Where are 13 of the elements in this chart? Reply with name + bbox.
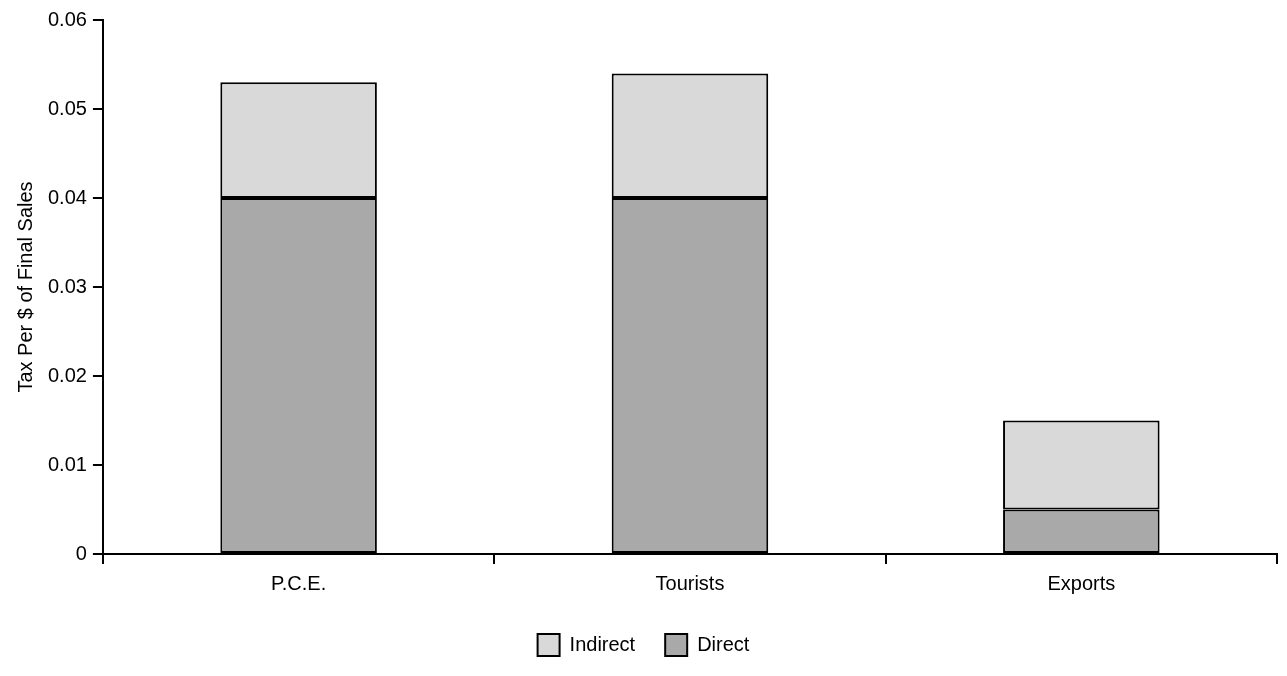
y-tick-label: 0.04 <box>47 185 87 208</box>
legend-label: Direct <box>697 632 750 655</box>
y-tick-label: 0.05 <box>47 96 87 119</box>
legend-label: Indirect <box>569 632 636 655</box>
x-tick-label: P.C.E. <box>271 571 327 594</box>
x-tick-label: Exports <box>1047 571 1116 594</box>
y-tick-label: 0.01 <box>47 452 87 475</box>
y-tick-label: 0.03 <box>47 274 87 297</box>
y-tick-label: 0.02 <box>47 363 87 386</box>
y-tick-label: 0.06 <box>47 7 87 30</box>
y-axis-title: Tax Per $ of Final Sales <box>13 181 36 393</box>
y-tick-label: 0 <box>75 541 87 564</box>
x-tick-label: Tourists <box>655 571 725 594</box>
